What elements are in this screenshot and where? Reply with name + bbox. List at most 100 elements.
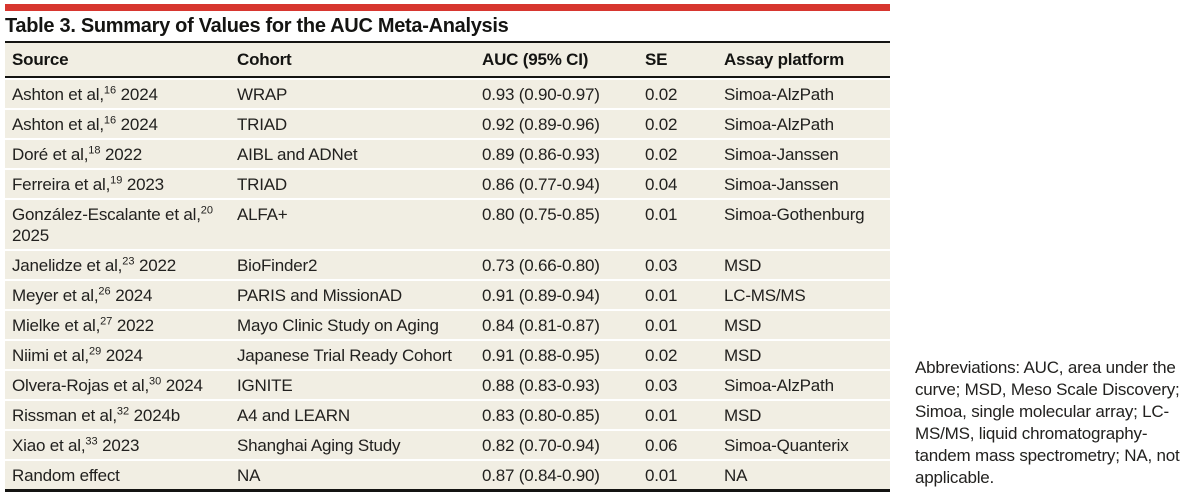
source-cell: Meyer et al,26 2024 xyxy=(12,284,153,305)
source-cell: Olvera-Rojas et al,30 2024 xyxy=(12,374,203,395)
auc-cell: 0.82 (0.70-0.94) xyxy=(482,435,600,455)
se-cell: 0.01 xyxy=(645,285,678,305)
auc-cell: 0.84 (0.81-0.87) xyxy=(482,315,600,335)
source-cell: Doré et al,18 2022 xyxy=(12,143,143,164)
source-cell: Ashton et al,16 2024 xyxy=(12,113,158,134)
table-row: Rissman et al,32 2024b A4 and LEARN 0.83 (… xyxy=(5,401,890,429)
source-cell: Mielke et al,27 2022 xyxy=(12,314,154,335)
column-header-auc: AUC (95% CI) xyxy=(482,50,589,69)
source-cell: Rissman et al,32 2024b xyxy=(12,404,180,425)
cohort-cell: TRIAD xyxy=(237,114,288,134)
se-cell: 0.02 xyxy=(645,144,678,164)
source-cell: Random effect xyxy=(12,465,120,485)
reference-superscript: 20 xyxy=(200,203,213,216)
assay-platform-cell: Simoa-AlzPath xyxy=(724,375,834,395)
se-cell: 0.02 xyxy=(645,114,678,134)
assay-platform-cell: Simoa-Quanterix xyxy=(724,435,849,455)
column-header-source: Source xyxy=(12,50,69,69)
table-body: Ashton et al,16 2024 WRAP 0.93 (0.90-0.97)… xyxy=(5,80,890,489)
se-cell: 0.01 xyxy=(645,405,678,425)
table-row: Olvera-Rojas et al,30 2024 IGNITE 0.88 (0.… xyxy=(5,371,890,399)
cohort-cell: Shanghai Aging Study xyxy=(237,435,401,455)
se-cell: 0.03 xyxy=(645,255,678,275)
assay-platform-cell: LC-MS/MS xyxy=(724,285,806,305)
reference-superscript: 30 xyxy=(148,374,162,387)
reference-superscript: 26 xyxy=(98,284,111,297)
reference-superscript: 33 xyxy=(85,434,98,447)
table-row: Ashton et al,16 2024 WRAP 0.93 (0.90-0.97)… xyxy=(5,80,890,108)
auc-cell: 0.89 (0.86-0.93) xyxy=(482,144,600,164)
cohort-cell: Japanese Trial Ready Cohort xyxy=(237,345,452,365)
cohort-cell: WRAP xyxy=(237,84,288,104)
cohort-cell: TRIAD xyxy=(237,174,288,194)
se-cell: 0.01 xyxy=(645,465,678,485)
se-cell: 0.04 xyxy=(645,174,678,194)
reference-superscript: 27 xyxy=(100,314,113,327)
reference-superscript: 18 xyxy=(88,143,101,156)
auc-cell: 0.91 (0.89-0.94) xyxy=(482,285,600,305)
reference-superscript: 19 xyxy=(110,173,123,186)
auc-meta-analysis-table: Source Cohort AUC (95% CI) SE Assay plat… xyxy=(5,41,890,492)
assay-platform-cell: Simoa-AlzPath xyxy=(724,84,834,104)
se-cell: 0.06 xyxy=(645,435,678,455)
reference-superscript: 32 xyxy=(116,404,130,417)
reference-superscript: 23 xyxy=(122,254,135,267)
source-cell: Ashton et al,16 2024 xyxy=(12,83,158,104)
cohort-cell: A4 and LEARN xyxy=(237,405,350,425)
table-header-row: Source Cohort AUC (95% CI) SE Assay plat… xyxy=(5,43,890,78)
auc-cell: 0.92 (0.89-0.96) xyxy=(482,114,600,134)
assay-platform-cell: MSD xyxy=(724,315,762,335)
table-row: Mielke et al,27 2022 Mayo Clinic Study on… xyxy=(5,311,890,339)
assay-platform-cell: Simoa-AlzPath xyxy=(724,114,834,134)
source-cell: Niimi et al,29 2024 xyxy=(12,344,143,365)
reference-superscript: 29 xyxy=(88,344,102,357)
assay-platform-cell: MSD xyxy=(724,405,762,425)
auc-cell: 0.86 (0.77-0.94) xyxy=(482,174,600,194)
source-cell: Ferreira et al,19 2023 xyxy=(12,173,164,194)
table-row: Niimi et al,29 2024 Japanese Trial Ready … xyxy=(5,341,890,369)
abbreviations-footnote: Abbreviations: AUC, area under the curve… xyxy=(915,358,1180,487)
assay-platform-cell: Simoa-Janssen xyxy=(724,174,839,194)
table-row: Janelidze et al,23 2022 BioFinder2 0.73 (0… xyxy=(5,251,890,279)
auc-cell: 0.91 (0.88-0.95) xyxy=(482,345,600,365)
column-header-se: SE xyxy=(645,50,668,69)
se-cell: 0.02 xyxy=(645,84,678,104)
se-cell: 0.01 xyxy=(645,204,678,224)
accent-rule xyxy=(5,4,890,11)
cohort-cell: AIBL and ADNet xyxy=(237,144,358,164)
table-title: Table 3. Summary of Values for the AUC M… xyxy=(5,15,509,37)
assay-platform-cell: MSD xyxy=(724,345,762,365)
table-row: Doré et al,18 2022 AIBL and ADNet 0.89 (0.… xyxy=(5,140,890,168)
se-cell: 0.03 xyxy=(645,375,678,395)
reference-superscript: 16 xyxy=(103,113,117,126)
column-header-cohort: Cohort xyxy=(237,50,292,69)
table-row: González-Escalante et al,20 2025 ALFA+ 0.8… xyxy=(5,200,890,249)
table-row: Xiao et al,33 2023 Shanghai Aging Study 0.… xyxy=(5,431,890,459)
table-row: Ashton et al,16 2024 TRIAD 0.92 (0.89-0.96… xyxy=(5,110,890,138)
cohort-cell: ALFA+ xyxy=(237,204,288,224)
table-row: Random effect NA 0.87 (0.84-0.90) 0.01 NA xyxy=(5,461,890,489)
reference-superscript: 16 xyxy=(103,83,117,96)
source-cell: González-Escalante et al,20 2025 xyxy=(12,203,213,245)
se-cell: 0.01 xyxy=(645,315,678,335)
auc-cell: 0.80 (0.75-0.85) xyxy=(482,204,600,224)
cohort-cell: Mayo Clinic Study on Aging xyxy=(237,315,439,335)
cohort-cell: IGNITE xyxy=(237,375,293,395)
auc-cell: 0.83 (0.80-0.85) xyxy=(482,405,600,425)
assay-platform-cell: Simoa-Janssen xyxy=(724,144,839,164)
assay-platform-cell: Simoa-Gothenburg xyxy=(724,204,865,224)
column-header-assay-platform: Assay platform xyxy=(724,50,845,69)
source-cell: Xiao et al,33 2023 xyxy=(12,434,140,455)
table-row: Meyer et al,26 2024 PARIS and MissionAD 0.… xyxy=(5,281,890,309)
auc-cell: 0.88 (0.83-0.93) xyxy=(482,375,600,395)
auc-cell: 0.93 (0.90-0.97) xyxy=(482,84,600,104)
cohort-cell: PARIS and MissionAD xyxy=(237,285,403,305)
assay-platform-cell: NA xyxy=(724,465,748,485)
source-cell: Janelidze et al,23 2022 xyxy=(12,254,177,275)
cohort-cell: NA xyxy=(237,465,261,485)
assay-platform-cell: MSD xyxy=(724,255,762,275)
auc-cell: 0.87 (0.84-0.90) xyxy=(482,465,600,485)
se-cell: 0.02 xyxy=(645,345,678,365)
cohort-cell: BioFinder2 xyxy=(237,255,318,275)
